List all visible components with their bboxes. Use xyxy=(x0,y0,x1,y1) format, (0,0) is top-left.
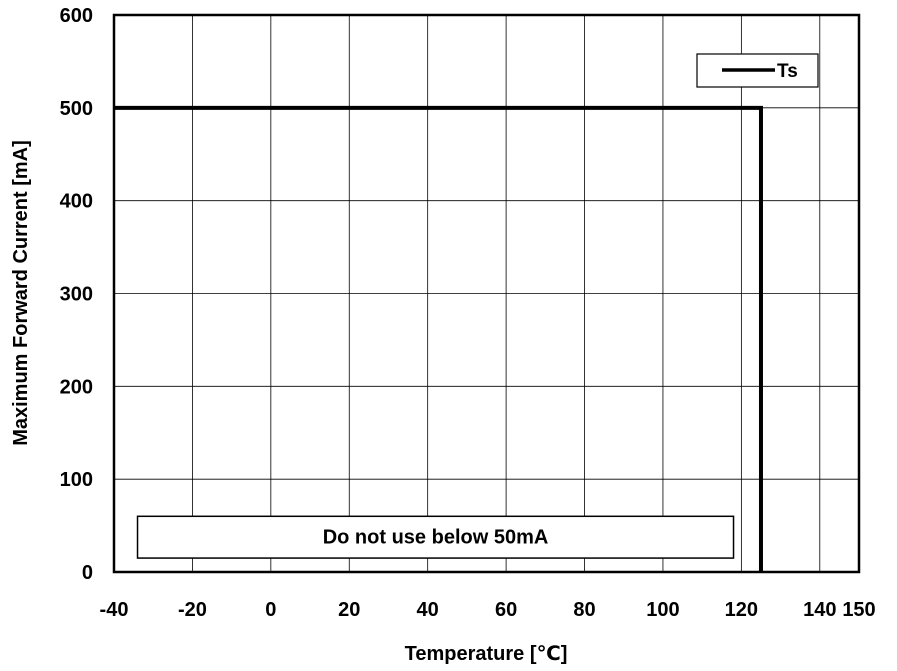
x-tick-label: 120 xyxy=(725,599,758,621)
annotation-box: Do not use below 50mA xyxy=(136,515,735,559)
y-tick-label: 600 xyxy=(60,5,93,27)
y-tick-label: 100 xyxy=(60,469,93,491)
series-line-ts xyxy=(114,105,763,572)
y-tick-label: 0 xyxy=(82,562,93,584)
annotation-text: Do not use below 50mA xyxy=(323,526,549,548)
x-tick-label: -20 xyxy=(178,599,207,621)
series-group xyxy=(114,105,763,572)
plot-frame xyxy=(112,13,861,574)
legend-label-ts: Ts xyxy=(777,61,798,82)
x-tick-label: 60 xyxy=(495,599,517,621)
x-tick-label: 20 xyxy=(338,599,360,621)
y-axis-ticks: 0 100 200 300 400 500 600 xyxy=(60,5,93,584)
y-tick-label: 200 xyxy=(60,376,93,398)
x-tick-label: 140 xyxy=(803,599,836,621)
x-tick-label: -40 xyxy=(100,599,129,621)
y-tick-label: 400 xyxy=(60,191,93,213)
legend: Ts xyxy=(696,53,819,88)
x-tick-label: 0 xyxy=(265,599,276,621)
x-axis-title: Temperature [℃] xyxy=(405,643,568,665)
x-axis-ticks: -40 -20 0 20 40 60 80 100 120 140 150 xyxy=(100,599,876,621)
y-axis-title: Maximum Forward Current [mA] xyxy=(10,140,32,446)
y-tick-label: 500 xyxy=(60,98,93,120)
x-tick-label: 150 xyxy=(842,599,875,621)
annotation-box-frame xyxy=(136,515,735,559)
y-tick-label: 300 xyxy=(60,284,93,306)
x-tick-label: 80 xyxy=(573,599,595,621)
x-tick-label: 100 xyxy=(646,599,679,621)
grid xyxy=(114,15,859,572)
x-tick-label: 40 xyxy=(417,599,439,621)
